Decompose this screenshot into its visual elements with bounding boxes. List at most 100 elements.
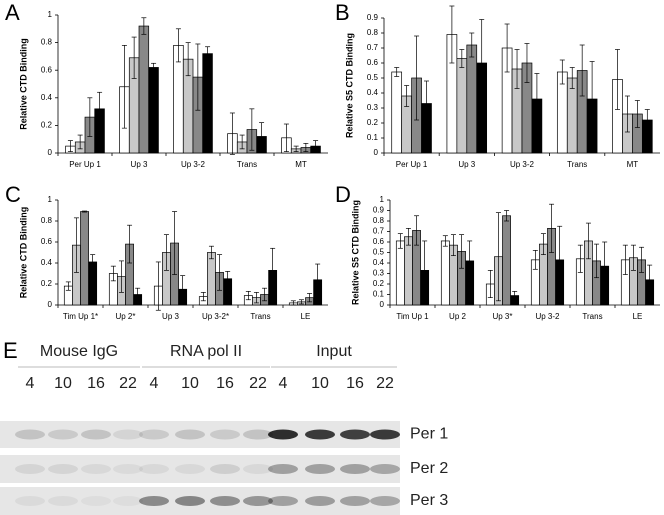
row-label: Per 1 <box>410 426 448 443</box>
x-tick-label: Per Up 1 <box>396 160 428 169</box>
error-bar <box>442 235 448 247</box>
error-bar <box>644 109 650 131</box>
error-bar <box>313 140 319 152</box>
gel-band <box>305 496 335 506</box>
error-bar <box>534 73 540 125</box>
bar <box>80 211 89 306</box>
error-bar <box>307 293 313 303</box>
x-tick-label: Up 2 <box>449 312 466 321</box>
error-bar <box>622 244 628 275</box>
y-tick-label: 0.2 <box>41 279 53 288</box>
gel-band <box>243 429 273 440</box>
error-bar <box>602 241 608 291</box>
y-tick-label: 0 <box>374 148 379 157</box>
error-bar <box>405 228 411 246</box>
bar <box>466 44 478 154</box>
x-tick-label: Trans <box>582 312 602 321</box>
error-bar <box>131 36 137 79</box>
gel-band <box>175 429 205 440</box>
gel-band <box>268 429 298 440</box>
error-bar <box>172 211 178 275</box>
error-bar <box>155 261 161 311</box>
x-tick-label: Trans <box>567 160 587 169</box>
error-bar <box>467 240 473 282</box>
x-tick-label: Trans <box>237 160 257 169</box>
error-bar <box>647 264 653 295</box>
error-bar <box>424 80 430 127</box>
y-axis-label: Relative S5 CTD Binding <box>350 200 360 305</box>
y-tick-label: 0 <box>380 300 385 309</box>
time-label: 4 <box>150 375 159 392</box>
error-bar <box>504 23 510 73</box>
gel-band <box>210 464 240 474</box>
error-bar <box>469 32 475 58</box>
y-tick-label: 1 <box>48 10 53 19</box>
time-label: 10 <box>311 375 329 392</box>
error-bar <box>459 49 465 68</box>
error-bar <box>283 123 289 152</box>
y-tick-label: 0.2 <box>367 118 379 127</box>
error-bar <box>422 240 428 301</box>
x-tick-label: Up 3-2* <box>202 312 229 321</box>
gel-band <box>139 464 169 474</box>
error-bar <box>414 35 420 121</box>
gel-band <box>370 496 400 506</box>
error-bar <box>87 97 93 137</box>
error-bar <box>614 49 620 110</box>
panel-label: D <box>335 182 351 207</box>
error-bar <box>397 233 403 249</box>
error-bar <box>394 67 400 77</box>
error-bar <box>195 43 201 111</box>
error-bar <box>557 225 563 294</box>
x-tick-label: Up 3-2 <box>181 160 206 169</box>
error-bar <box>121 45 127 129</box>
error-bar <box>532 250 538 270</box>
error-bar <box>77 134 83 150</box>
error-bar <box>315 263 321 296</box>
bar <box>148 67 159 154</box>
bar <box>502 215 511 306</box>
error-bar <box>512 291 518 301</box>
time-label: 22 <box>249 375 267 392</box>
error-bar <box>239 134 245 150</box>
error-bar <box>180 275 186 304</box>
error-bar <box>449 5 455 64</box>
gel-band <box>81 464 111 474</box>
row-label: Per 2 <box>410 460 448 477</box>
bar <box>207 252 216 306</box>
error-bar <box>594 243 600 279</box>
y-tick-label: 1 <box>380 195 385 204</box>
gel-strip <box>0 455 400 483</box>
x-tick-label: MT <box>295 160 307 169</box>
gel-band <box>370 429 400 440</box>
error-bar <box>118 260 124 293</box>
panel-label: E <box>3 338 18 363</box>
y-tick-label: 0.1 <box>367 133 379 142</box>
y-tick-label: 1 <box>48 195 53 204</box>
time-label: 4 <box>26 375 35 392</box>
gel-band <box>210 429 240 440</box>
y-axis-label: Relative S5 CTD Binding <box>344 33 354 138</box>
bar <box>202 53 213 154</box>
y-tick-label: 0.7 <box>367 43 379 52</box>
gel-band <box>340 464 370 474</box>
error-bar <box>624 95 630 133</box>
error-bar <box>253 292 259 304</box>
panel-label: A <box>5 0 20 25</box>
error-bar <box>524 43 530 83</box>
error-bar <box>141 17 147 35</box>
error-bar <box>135 287 141 302</box>
gel-band <box>243 496 273 506</box>
gel-band <box>15 464 45 474</box>
y-tick-label: 0.6 <box>41 65 53 74</box>
x-tick-label: Up 2* <box>115 312 135 321</box>
y-tick-label: 0.2 <box>373 279 385 288</box>
group-label: RNA pol II <box>170 343 242 360</box>
y-axis-label: Relative CTD Binding <box>18 207 28 299</box>
y-tick-label: 0.4 <box>41 93 53 102</box>
y-tick-label: 0.6 <box>41 237 53 246</box>
error-bar <box>205 46 211 61</box>
y-tick-label: 0.6 <box>367 58 379 67</box>
gel-band <box>48 464 78 474</box>
